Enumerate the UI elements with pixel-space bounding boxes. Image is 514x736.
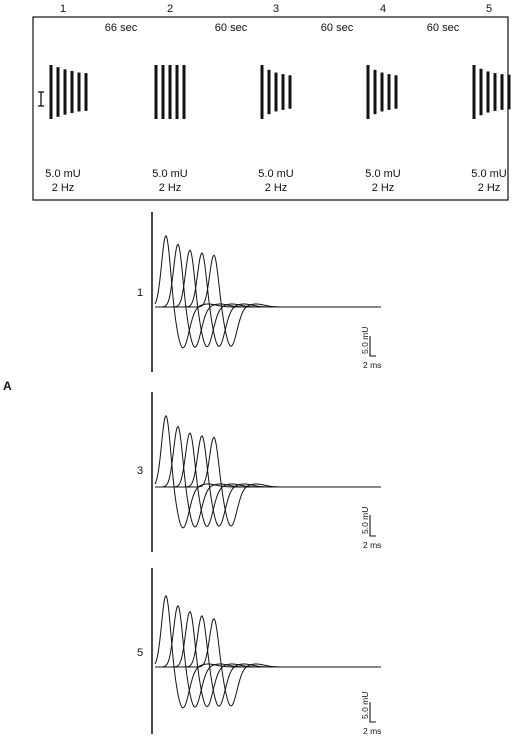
- scale-bar-time-1: 2 ms: [363, 360, 381, 370]
- train-number-4: 4: [380, 3, 386, 15]
- scale-bar-1: 5.0 mU 2 ms: [360, 327, 381, 370]
- trace-panel-3-wave-5: [155, 436, 381, 527]
- frequency-label-4: 2 Hz: [372, 182, 395, 194]
- frequency-label-1: 2 Hz: [52, 182, 75, 194]
- scale-bar-amplitude-1: 5.0 mU: [360, 327, 370, 354]
- scale-bar-amplitude-5: 5.0 mU: [360, 692, 370, 719]
- intensity-label-2: 5.0 mU: [152, 168, 188, 180]
- interval-label-3: 60 sec: [321, 22, 354, 34]
- trace-panel-5-wave-5: [155, 617, 381, 707]
- intensity-label-1: 5.0 mU: [45, 168, 81, 180]
- trace-panel-3-wave-1: [154, 414, 381, 529]
- interval-label-1: 66 sec: [105, 22, 138, 34]
- trace-panel-label-3: 3: [137, 465, 143, 477]
- interval-label-2: 60 sec: [215, 22, 248, 34]
- intensity-label-3: 5.0 mU: [258, 168, 294, 180]
- train-number-1: 1: [60, 3, 66, 15]
- trace-panel-label-5: 5: [137, 647, 143, 659]
- scale-bar-amplitude-3: 5.0 mU: [360, 507, 370, 534]
- trace-panel-label-1: 1: [137, 287, 143, 299]
- intensity-label-5: 5.0 mU: [471, 168, 507, 180]
- train-number-5: 5: [486, 3, 492, 15]
- scale-bar-time-3: 2 ms: [363, 540, 381, 550]
- interval-label-4: 60 sec: [427, 22, 460, 34]
- box-scale-mark: [38, 91, 44, 107]
- train-number-2: 2: [167, 3, 173, 15]
- frequency-label-5: 2 Hz: [478, 182, 501, 194]
- scale-bar-5: 5.0 mU 2 ms: [360, 692, 381, 736]
- train-number-3: 3: [273, 3, 279, 15]
- frequency-label-3: 2 Hz: [265, 182, 288, 194]
- scale-bar-time-5: 2 ms: [363, 726, 381, 736]
- intensity-label-4: 5.0 mU: [365, 168, 401, 180]
- bar-trains: [49, 65, 511, 119]
- panel-label: A: [3, 379, 12, 393]
- trace-panel-1-wave-5: [155, 254, 381, 347]
- trace-panels: [151, 212, 381, 734]
- scale-bar-3: 5.0 mU 2 ms: [360, 507, 381, 550]
- frequency-label-2: 2 Hz: [159, 182, 182, 194]
